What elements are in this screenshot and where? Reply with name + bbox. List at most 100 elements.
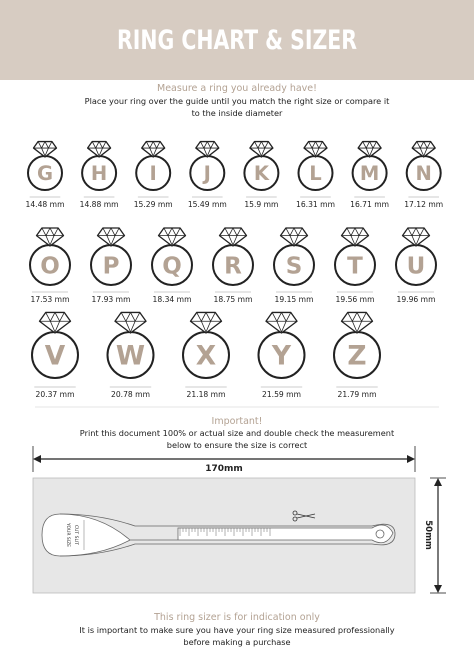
ring-size: 15.9 mm	[244, 200, 278, 209]
diamond-facets	[36, 227, 64, 246]
diamond-facets	[412, 141, 436, 157]
ring-icon: W 20.78 mm	[106, 311, 155, 399]
cut-slit-label: CUT SLIT	[73, 525, 79, 545]
ring-size: 19.15 mm	[275, 295, 314, 304]
ring-letter: K	[254, 162, 270, 185]
footer-heading: This ring sizer is for indication only	[153, 612, 320, 623]
diamond-facets	[141, 141, 165, 157]
ring-icon: S 19.15 mm	[273, 227, 315, 304]
ring-size: 21.79 mm	[338, 390, 377, 399]
ring-size: 18.34 mm	[153, 295, 192, 304]
ring-letter: O	[40, 253, 60, 279]
diamond-facets	[114, 312, 147, 333]
diamond-facets	[402, 227, 430, 246]
ring-letter: U	[407, 253, 426, 279]
ring-size: 19.96 mm	[397, 295, 436, 304]
ring-icon: Y 21.59 mm	[257, 311, 306, 399]
diamond-facets	[219, 227, 247, 246]
ring-diamond	[218, 227, 248, 247]
ring-icon: Z 21.79 mm	[333, 311, 381, 399]
ring-size: 17.53 mm	[31, 295, 70, 304]
width-arrow	[32, 446, 416, 472]
intro-line: Place your ring over the guide until you…	[85, 96, 390, 106]
diamond-facets	[304, 141, 327, 157]
ring-letter: Q	[162, 253, 182, 279]
header-band	[0, 0, 474, 80]
diamond-facets	[249, 141, 273, 157]
ring-diamond	[265, 311, 298, 334]
ring-letter: R	[224, 253, 242, 279]
diamond-facets	[358, 141, 382, 157]
ring-grid: G 14.48 mm H 14.88 mm I 15.29 mm J 15.49 mm K 15.…	[26, 140, 443, 399]
ring-letter: L	[309, 162, 321, 185]
ring-letter: N	[416, 162, 432, 185]
ring-letter: G	[37, 162, 53, 185]
ring-size: 21.59 mm	[262, 390, 301, 399]
ring-size: 16.71 mm	[350, 200, 389, 209]
diamond-facets	[341, 312, 373, 333]
ring-icon: T 19.56 mm	[334, 227, 376, 304]
ring-icon: R 18.75 mm	[212, 227, 254, 304]
diamond-facets	[158, 227, 186, 246]
important-line: Print this document 100% or actual size …	[80, 428, 395, 438]
ring-diamond	[401, 227, 431, 247]
ring-icon: X 21.18 mm	[182, 311, 230, 399]
diamond-facets	[341, 227, 369, 246]
ring-icon: G 14.48 mm	[26, 140, 65, 209]
ring-letter: S	[286, 253, 303, 279]
ring-letter: V	[45, 341, 66, 372]
intro-line: to the inside diameter	[192, 108, 283, 118]
ring-letter: T	[347, 253, 363, 279]
diamond-facets	[33, 141, 57, 157]
ring-size: 20.78 mm	[111, 390, 150, 399]
ring-icon: I 15.29 mm	[134, 140, 173, 209]
ring-diamond	[38, 311, 72, 334]
footer-line: before making a purchase	[183, 637, 290, 647]
important-line: below to ensure the size is correct	[167, 440, 308, 450]
important-heading: Important!	[212, 416, 263, 427]
your-size-label: YOUR SIZE	[65, 522, 71, 547]
scissors-icon	[292, 510, 316, 522]
ring-icon: H 14.88 mm	[80, 140, 119, 209]
ring-size: 19.56 mm	[336, 295, 375, 304]
height-arrow	[430, 477, 446, 594]
ring-size: 14.88 mm	[80, 200, 119, 209]
ring-size: 15.49 mm	[188, 200, 227, 209]
ring-diamond	[195, 140, 220, 158]
diamond-facets	[97, 227, 125, 246]
ring-icon: Q 18.34 mm	[151, 227, 193, 304]
diamond-facets	[190, 312, 222, 333]
ring-letter: X	[196, 341, 216, 372]
ring-diamond	[340, 227, 370, 247]
ring-icon: M 16.71 mm	[350, 140, 389, 209]
ring-diamond	[141, 140, 166, 158]
ring-diamond	[35, 227, 65, 247]
ring-diamond	[157, 227, 187, 247]
ring-letter: P	[103, 253, 120, 279]
diamond-facets	[39, 312, 71, 333]
ring-letter: Y	[271, 341, 292, 372]
ring-diamond	[357, 140, 382, 158]
ring-diamond	[114, 311, 147, 334]
ring-letter: M	[360, 162, 379, 185]
ring-diamond	[279, 227, 309, 247]
sizer-scale	[179, 528, 271, 536]
diamond-facets	[280, 227, 308, 246]
width-label: 170mm	[205, 464, 243, 474]
diamond-facets	[265, 312, 298, 333]
ring-diamond	[32, 140, 58, 158]
ring-diamond	[96, 227, 126, 247]
ring-icon: P 17.93 mm	[90, 227, 132, 304]
ring-letter: W	[116, 341, 145, 372]
ring-size: 20.37 mm	[36, 390, 75, 399]
diamond-facets	[87, 141, 111, 157]
ring-size: 14.48 mm	[26, 200, 65, 209]
ring-icon: U 19.96 mm	[395, 227, 437, 304]
ring-diamond	[86, 140, 112, 158]
ring-letter: I	[150, 162, 157, 185]
ring-icon: O 17.53 mm	[29, 227, 71, 304]
ring-diamond	[249, 140, 274, 158]
ring-size: 21.18 mm	[187, 390, 226, 399]
ring-diamond	[340, 311, 374, 334]
